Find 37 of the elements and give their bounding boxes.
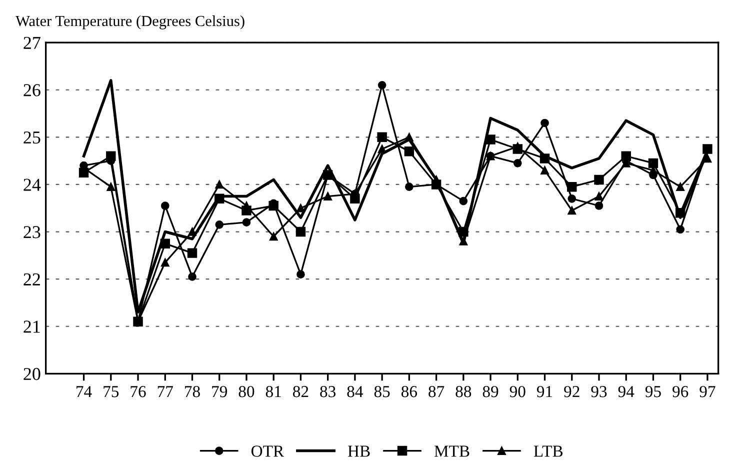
x-tick-label: 81 bbox=[266, 386, 281, 398]
y-axis-title: Water Temperature (Degrees Celsius) bbox=[16, 15, 244, 30]
x-tick-label: 95 bbox=[645, 386, 661, 398]
x-tick-label: 88 bbox=[456, 386, 472, 398]
legend-label: HB bbox=[348, 446, 370, 457]
y-tick-label: 21 bbox=[24, 320, 40, 333]
x-tick-label: 80 bbox=[238, 386, 254, 398]
x-tick-label: 87 bbox=[428, 386, 444, 398]
x-tick-label: 75 bbox=[104, 386, 119, 398]
x-tick-label: 91 bbox=[536, 386, 552, 398]
y-tick-label: 22 bbox=[24, 273, 40, 286]
x-tick-label: 97 bbox=[700, 386, 716, 398]
x-tick-label: 82 bbox=[293, 386, 308, 398]
x-tick-label: 89 bbox=[482, 386, 498, 398]
x-tick-label: 93 bbox=[591, 386, 607, 398]
legend-label: LTB bbox=[534, 446, 563, 457]
legend-label: MTB bbox=[434, 446, 470, 457]
x-tick-label: 90 bbox=[510, 386, 526, 398]
x-tick-label: 85 bbox=[374, 386, 390, 398]
x-tick-label: 77 bbox=[158, 386, 173, 398]
x-tick-label: 92 bbox=[564, 386, 580, 398]
legend-label: OTR bbox=[251, 446, 284, 457]
y-tick-label: 20 bbox=[24, 368, 40, 380]
x-tick-label: 94 bbox=[618, 386, 634, 398]
x-tick-label: 74 bbox=[76, 386, 92, 398]
x-tick-label: 83 bbox=[320, 386, 336, 398]
y-tick-label: 25 bbox=[24, 131, 40, 144]
x-tick-label: 96 bbox=[672, 386, 688, 398]
x-tick-label: 86 bbox=[401, 386, 418, 398]
x-tick-label: 78 bbox=[185, 386, 200, 398]
y-tick-label: 23 bbox=[24, 226, 40, 238]
x-tick-label: 84 bbox=[347, 386, 364, 398]
y-tick-label: 24 bbox=[24, 178, 41, 191]
y-tick-label: 27 bbox=[24, 36, 40, 49]
x-tick-label: 79 bbox=[212, 386, 228, 398]
x-tick-label: 76 bbox=[130, 386, 146, 398]
y-tick-label: 26 bbox=[24, 84, 40, 96]
